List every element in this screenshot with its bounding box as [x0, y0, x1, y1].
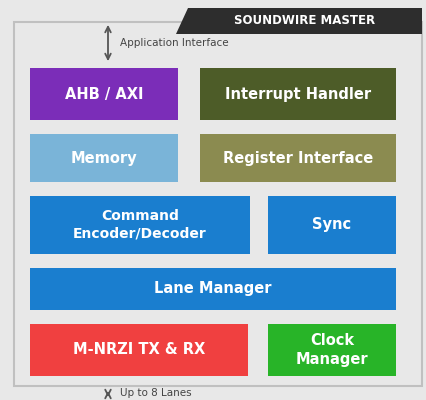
Text: Lane Manager: Lane Manager	[154, 282, 272, 296]
Text: Memory: Memory	[71, 150, 137, 166]
Text: Command
Encoder/Decoder: Command Encoder/Decoder	[73, 209, 207, 241]
Polygon shape	[176, 8, 422, 34]
Bar	[30, 196, 250, 254]
Bar	[30, 324, 248, 376]
Bar	[268, 324, 396, 376]
Bar	[30, 134, 178, 182]
Text: Interrupt Handler: Interrupt Handler	[225, 86, 371, 102]
Text: AHB / AXI: AHB / AXI	[65, 86, 143, 102]
Bar	[200, 68, 396, 120]
Text: Application Interface: Application Interface	[120, 38, 229, 48]
Bar	[30, 68, 178, 120]
Text: M-NRZI TX & RX: M-NRZI TX & RX	[73, 342, 205, 358]
Text: Up to 8 Lanes: Up to 8 Lanes	[120, 388, 192, 398]
Text: SOUNDWIRE MASTER: SOUNDWIRE MASTER	[234, 14, 376, 28]
Text: Register Interface: Register Interface	[223, 150, 373, 166]
Bar	[268, 196, 396, 254]
Text: Sync: Sync	[312, 218, 351, 232]
Bar	[200, 134, 396, 182]
Bar	[30, 268, 396, 310]
Text: Clock
Manager: Clock Manager	[296, 333, 368, 367]
